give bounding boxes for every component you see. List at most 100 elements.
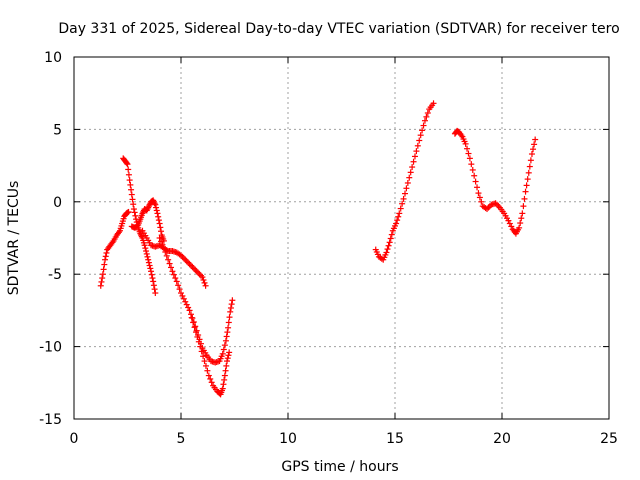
data-point [143, 250, 150, 257]
data-point [180, 255, 187, 262]
data-point [518, 215, 525, 222]
chart-title: Day 331 of 2025, Sidereal Day-to-day VTE… [58, 21, 619, 37]
data-point [225, 324, 232, 331]
data-point [197, 343, 204, 350]
data-point [219, 350, 226, 357]
data-point [153, 204, 160, 211]
data-point [196, 271, 203, 278]
data-point [183, 301, 190, 308]
data-point [157, 224, 164, 231]
data-point [419, 127, 426, 134]
data-point [158, 238, 165, 245]
data-series [97, 100, 539, 398]
y-tick-label: -15 [39, 412, 62, 428]
plot-border [73, 56, 610, 420]
data-point [384, 246, 391, 253]
data-point [222, 367, 229, 374]
data-point [165, 256, 172, 263]
data-point [421, 117, 428, 124]
data-point [148, 268, 155, 275]
data-point [190, 265, 197, 272]
data-point [201, 279, 208, 286]
data-point [406, 174, 413, 181]
data-point [465, 150, 472, 157]
data-point [388, 231, 395, 238]
x-axis-label: GPS time / hours [281, 459, 398, 475]
data-point [219, 385, 226, 392]
data-point [223, 333, 230, 340]
data-point [466, 155, 473, 162]
data-point [200, 353, 207, 360]
x-tick-label: 25 [600, 431, 618, 447]
data-point [189, 263, 196, 270]
data-point [101, 261, 108, 268]
data-point [154, 210, 161, 217]
data-point [524, 176, 531, 183]
data-point [195, 338, 202, 345]
data-point [192, 323, 199, 330]
data-point [132, 212, 139, 219]
data-point [532, 136, 539, 143]
data-point [223, 362, 230, 369]
data-point [158, 228, 165, 235]
data-point [469, 166, 476, 173]
data-point [191, 324, 198, 331]
data-point [468, 161, 475, 168]
data-point [155, 217, 162, 224]
data-point [125, 171, 132, 178]
data-point [192, 266, 199, 273]
data-point [156, 235, 163, 241]
data-point [414, 142, 421, 149]
data-point [126, 177, 133, 184]
data-point [151, 286, 158, 293]
data-point [162, 248, 169, 255]
data-point [523, 182, 530, 189]
data-point [400, 195, 407, 202]
data-point [413, 148, 420, 155]
data-point [227, 304, 234, 311]
data-point [464, 145, 471, 152]
data-point [395, 213, 402, 220]
data-point [485, 204, 492, 211]
data-point [199, 274, 206, 281]
data-point [142, 245, 149, 252]
data-point [430, 100, 437, 107]
data-point [168, 264, 175, 271]
data-point [143, 248, 150, 255]
data-point [403, 185, 410, 192]
data-point [224, 355, 231, 362]
data-point [183, 258, 190, 265]
data-point [125, 166, 132, 173]
data-point [195, 269, 202, 276]
data-point [404, 179, 411, 186]
data-point [186, 307, 193, 314]
data-point [383, 249, 390, 256]
data-point [516, 224, 523, 231]
data-point [409, 164, 416, 171]
data-point [474, 184, 481, 191]
data-point [130, 201, 137, 208]
data-point [144, 253, 151, 260]
data-point [127, 181, 134, 188]
data-point [528, 151, 535, 158]
data-point [396, 210, 403, 217]
data-point [517, 220, 524, 227]
data-point [146, 262, 153, 269]
data-point [220, 381, 227, 388]
data-point [401, 190, 408, 197]
data-point [226, 349, 233, 356]
data-point [141, 242, 148, 249]
y-tick-label: 5 [53, 122, 62, 138]
data-point [399, 200, 406, 207]
data-point [163, 252, 170, 259]
data-point [227, 308, 234, 315]
data-point [179, 292, 186, 299]
data-point [129, 196, 136, 203]
data-point [128, 186, 135, 193]
data-point [147, 265, 154, 272]
data-point [185, 259, 192, 266]
data-point [176, 286, 183, 293]
data-point [180, 295, 187, 302]
data-point [221, 342, 228, 349]
